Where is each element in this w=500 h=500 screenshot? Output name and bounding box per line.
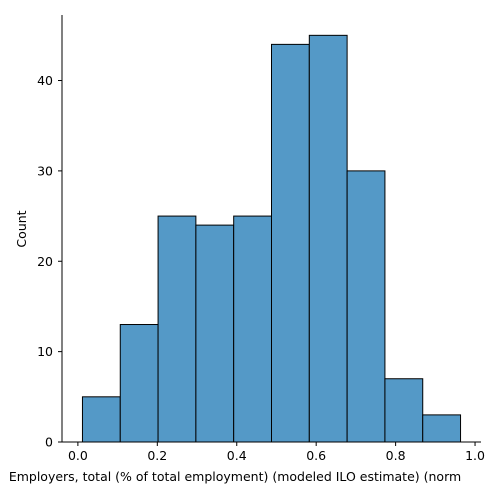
histogram-bar bbox=[233, 215, 272, 443]
x-tick-label: 0.2 bbox=[147, 448, 167, 463]
x-tick-label: 0.8 bbox=[386, 448, 406, 463]
y-tick-label: 30 bbox=[37, 163, 53, 178]
histogram-bar bbox=[271, 43, 310, 443]
histogram-bar bbox=[81, 396, 121, 443]
histogram-bar bbox=[346, 170, 386, 443]
y-axis-label: Count bbox=[14, 210, 29, 247]
y-tick-label: 20 bbox=[37, 254, 53, 269]
histogram-bar bbox=[422, 414, 462, 443]
histogram-bar bbox=[119, 324, 159, 443]
y-axis-ticks: 0 10 20 30 40 bbox=[37, 73, 62, 450]
y-tick-label: 0 bbox=[45, 435, 53, 450]
x-axis-label: Employers, total (% of total employment)… bbox=[9, 469, 461, 484]
histogram-bar bbox=[308, 34, 348, 443]
bars-group bbox=[81, 34, 462, 443]
x-tick-label: 1.0 bbox=[465, 448, 485, 463]
x-tick-label: 0.0 bbox=[68, 448, 88, 463]
x-tick-label: 0.4 bbox=[227, 448, 247, 463]
y-tick-label: 40 bbox=[37, 73, 53, 88]
histogram-bar bbox=[384, 378, 424, 443]
histogram-bar bbox=[195, 224, 235, 443]
x-axis-ticks: 0.0 0.2 0.4 0.6 0.8 1.0 bbox=[68, 442, 485, 463]
histogram-bar bbox=[157, 215, 197, 443]
x-tick-label: 0.6 bbox=[306, 448, 326, 463]
y-tick-label: 10 bbox=[37, 344, 53, 359]
